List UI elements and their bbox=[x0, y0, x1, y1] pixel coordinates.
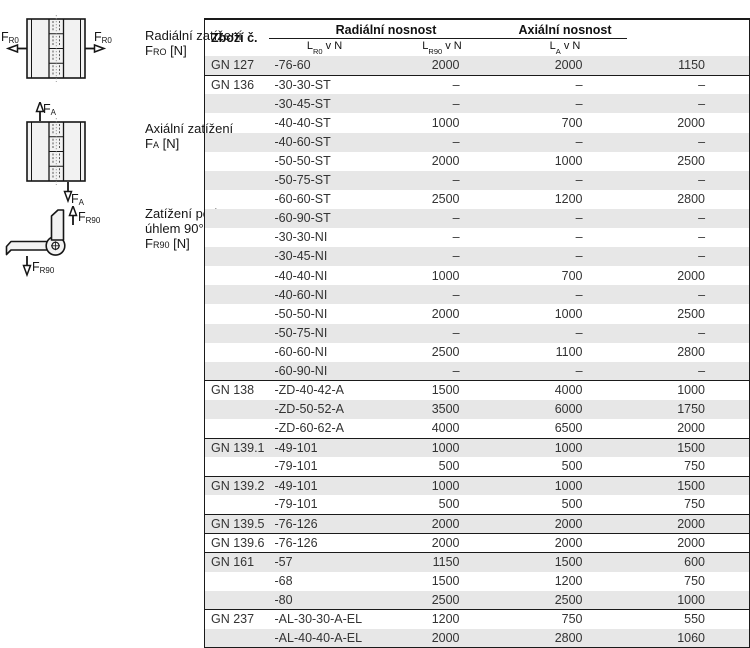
svg-text:FR0: FR0 bbox=[94, 30, 112, 45]
svg-text:FR90: FR90 bbox=[32, 260, 55, 275]
svg-text:FA: FA bbox=[71, 192, 85, 206]
svg-text:FR0: FR0 bbox=[1, 30, 19, 45]
svg-text:FR90: FR90 bbox=[78, 210, 101, 225]
svg-text:FA: FA bbox=[43, 102, 57, 117]
